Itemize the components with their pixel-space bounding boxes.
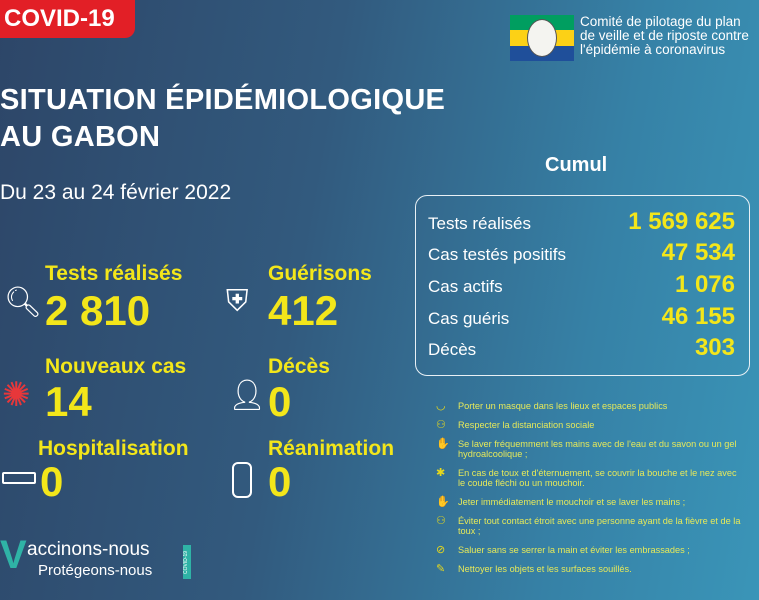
gabon-logo (510, 15, 574, 61)
cumul-row: Décès 303 (428, 334, 735, 362)
guideline-item: ✱ En cas de toux et d'éternuement, se cou… (436, 467, 746, 489)
distance-icon: ⚇ (436, 515, 446, 527)
mask-icon: ◡ (436, 400, 446, 412)
stat-label: Hospitalisation (38, 437, 189, 460)
cumul-value: 1 569 625 (628, 208, 735, 235)
cumul-row: Cas guéris 46 155 (428, 303, 735, 331)
covid-badge: COVID-19 (0, 0, 135, 38)
page-title-line1: SITUATION ÉPIDÉMIOLOGIQUE (0, 84, 446, 116)
slogan-line2: Protégeons-nous (38, 562, 153, 579)
slogan-line1: accinons-nous (27, 539, 150, 560)
guideline-item: ✎ Nettoyer les objets et les surfaces sou… (436, 563, 746, 575)
victory-hand-icon: V (0, 533, 27, 577)
guideline-text: Respecter la distanciation sociale (458, 420, 595, 430)
covid-tag: COVID-19 (183, 545, 191, 579)
shield-cross-icon: ⛨ (226, 285, 249, 318)
stat-label: Tests réalisés (45, 262, 183, 285)
stat-value: 412 (268, 287, 339, 334)
guideline-item: ✋ Se laver fréquemment les mains avec de … (436, 438, 746, 460)
guideline-item: ⚇ Éviter tout contact étroit avec une per… (436, 515, 746, 537)
page-title-line2: AU GABON (0, 121, 161, 153)
stat-value: 2 810 (45, 287, 151, 334)
stat-label: Décès (268, 355, 330, 378)
stat-label: Guérisons (268, 262, 372, 285)
guideline-text: Éviter tout contact étroit avec une pers… (458, 516, 741, 536)
cumul-label: Tests réalisés (428, 214, 531, 233)
cumul-label: Cas guéris (428, 309, 510, 328)
cumul-value: 1 076 (674, 271, 735, 298)
guideline-text: Porter un masque dans les lieux et espac… (458, 401, 668, 411)
no-handshake-icon: ⊘ (436, 544, 446, 556)
guideline-text: Saluer sans se serrer la main et éviter … (458, 545, 690, 555)
stat-value: 0 (40, 458, 64, 505)
stat-label: Réanimation (268, 437, 395, 460)
cumul-label: Cas actifs (428, 277, 503, 296)
hospital-bed-icon (2, 472, 36, 484)
org-name: Comité de pilotage du plan de veille et … (580, 14, 749, 57)
cumul-value: 46 155 (661, 303, 735, 330)
cumul-value: 47 534 (661, 239, 735, 266)
person-cross-icon: 👤︎ (228, 379, 267, 412)
seal-icon (527, 19, 557, 57)
guideline-item: ⚇ Respecter la distanciation sociale (436, 419, 746, 431)
handwash-icon: ✋ (436, 496, 450, 508)
cumul-label: Cas testés positifs (428, 245, 566, 264)
magnifier-icon: 🔍︎ (4, 286, 43, 319)
distance-icon: ⚇ (436, 419, 446, 431)
guideline-item: ◡ Porter un masque dans les lieux et espa… (436, 400, 746, 412)
cumul-table: Tests réalisés 1 569 625 Cas testés posit… (415, 195, 750, 376)
guideline-text: En cas de toux et d'éternuement, se couv… (458, 468, 737, 488)
stat-value: 14 (45, 378, 92, 425)
guideline-item: ✋ Jeter immédiatement le mouchoir et se l… (436, 496, 746, 508)
guideline-text: Jeter immédiatement le mouchoir et se la… (458, 497, 686, 507)
cumul-row: Tests réalisés 1 569 625 (428, 208, 735, 236)
cumul-row: Cas testés positifs 47 534 (428, 239, 735, 267)
oxygen-tank-icon (232, 462, 252, 498)
cleaning-icon: ✎ (436, 563, 446, 575)
date-range: Du 23 au 24 février 2022 (0, 181, 232, 204)
cumul-value: 303 (694, 334, 735, 361)
cumul-title: Cumul (545, 154, 608, 176)
virus-icon: ✺ (2, 376, 31, 414)
stat-value: 0 (268, 458, 292, 505)
guideline-text: Se laver fréquemment les mains avec de l… (458, 439, 737, 459)
sneeze-icon: ✱ (436, 467, 446, 479)
cumul-row: Cas actifs 1 076 (428, 271, 735, 299)
handwash-icon: ✋ (436, 438, 450, 450)
guideline-item: ⊘ Saluer sans se serrer la main et éviter… (436, 544, 746, 556)
guideline-text: Nettoyer les objets et les surfaces soui… (458, 564, 632, 574)
guidelines-list: ◡ Porter un masque dans les lieux et espa… (436, 401, 746, 583)
stat-label: Nouveaux cas (45, 355, 187, 378)
stat-value: 0 (268, 378, 292, 425)
cumul-label: Décès (428, 340, 477, 359)
